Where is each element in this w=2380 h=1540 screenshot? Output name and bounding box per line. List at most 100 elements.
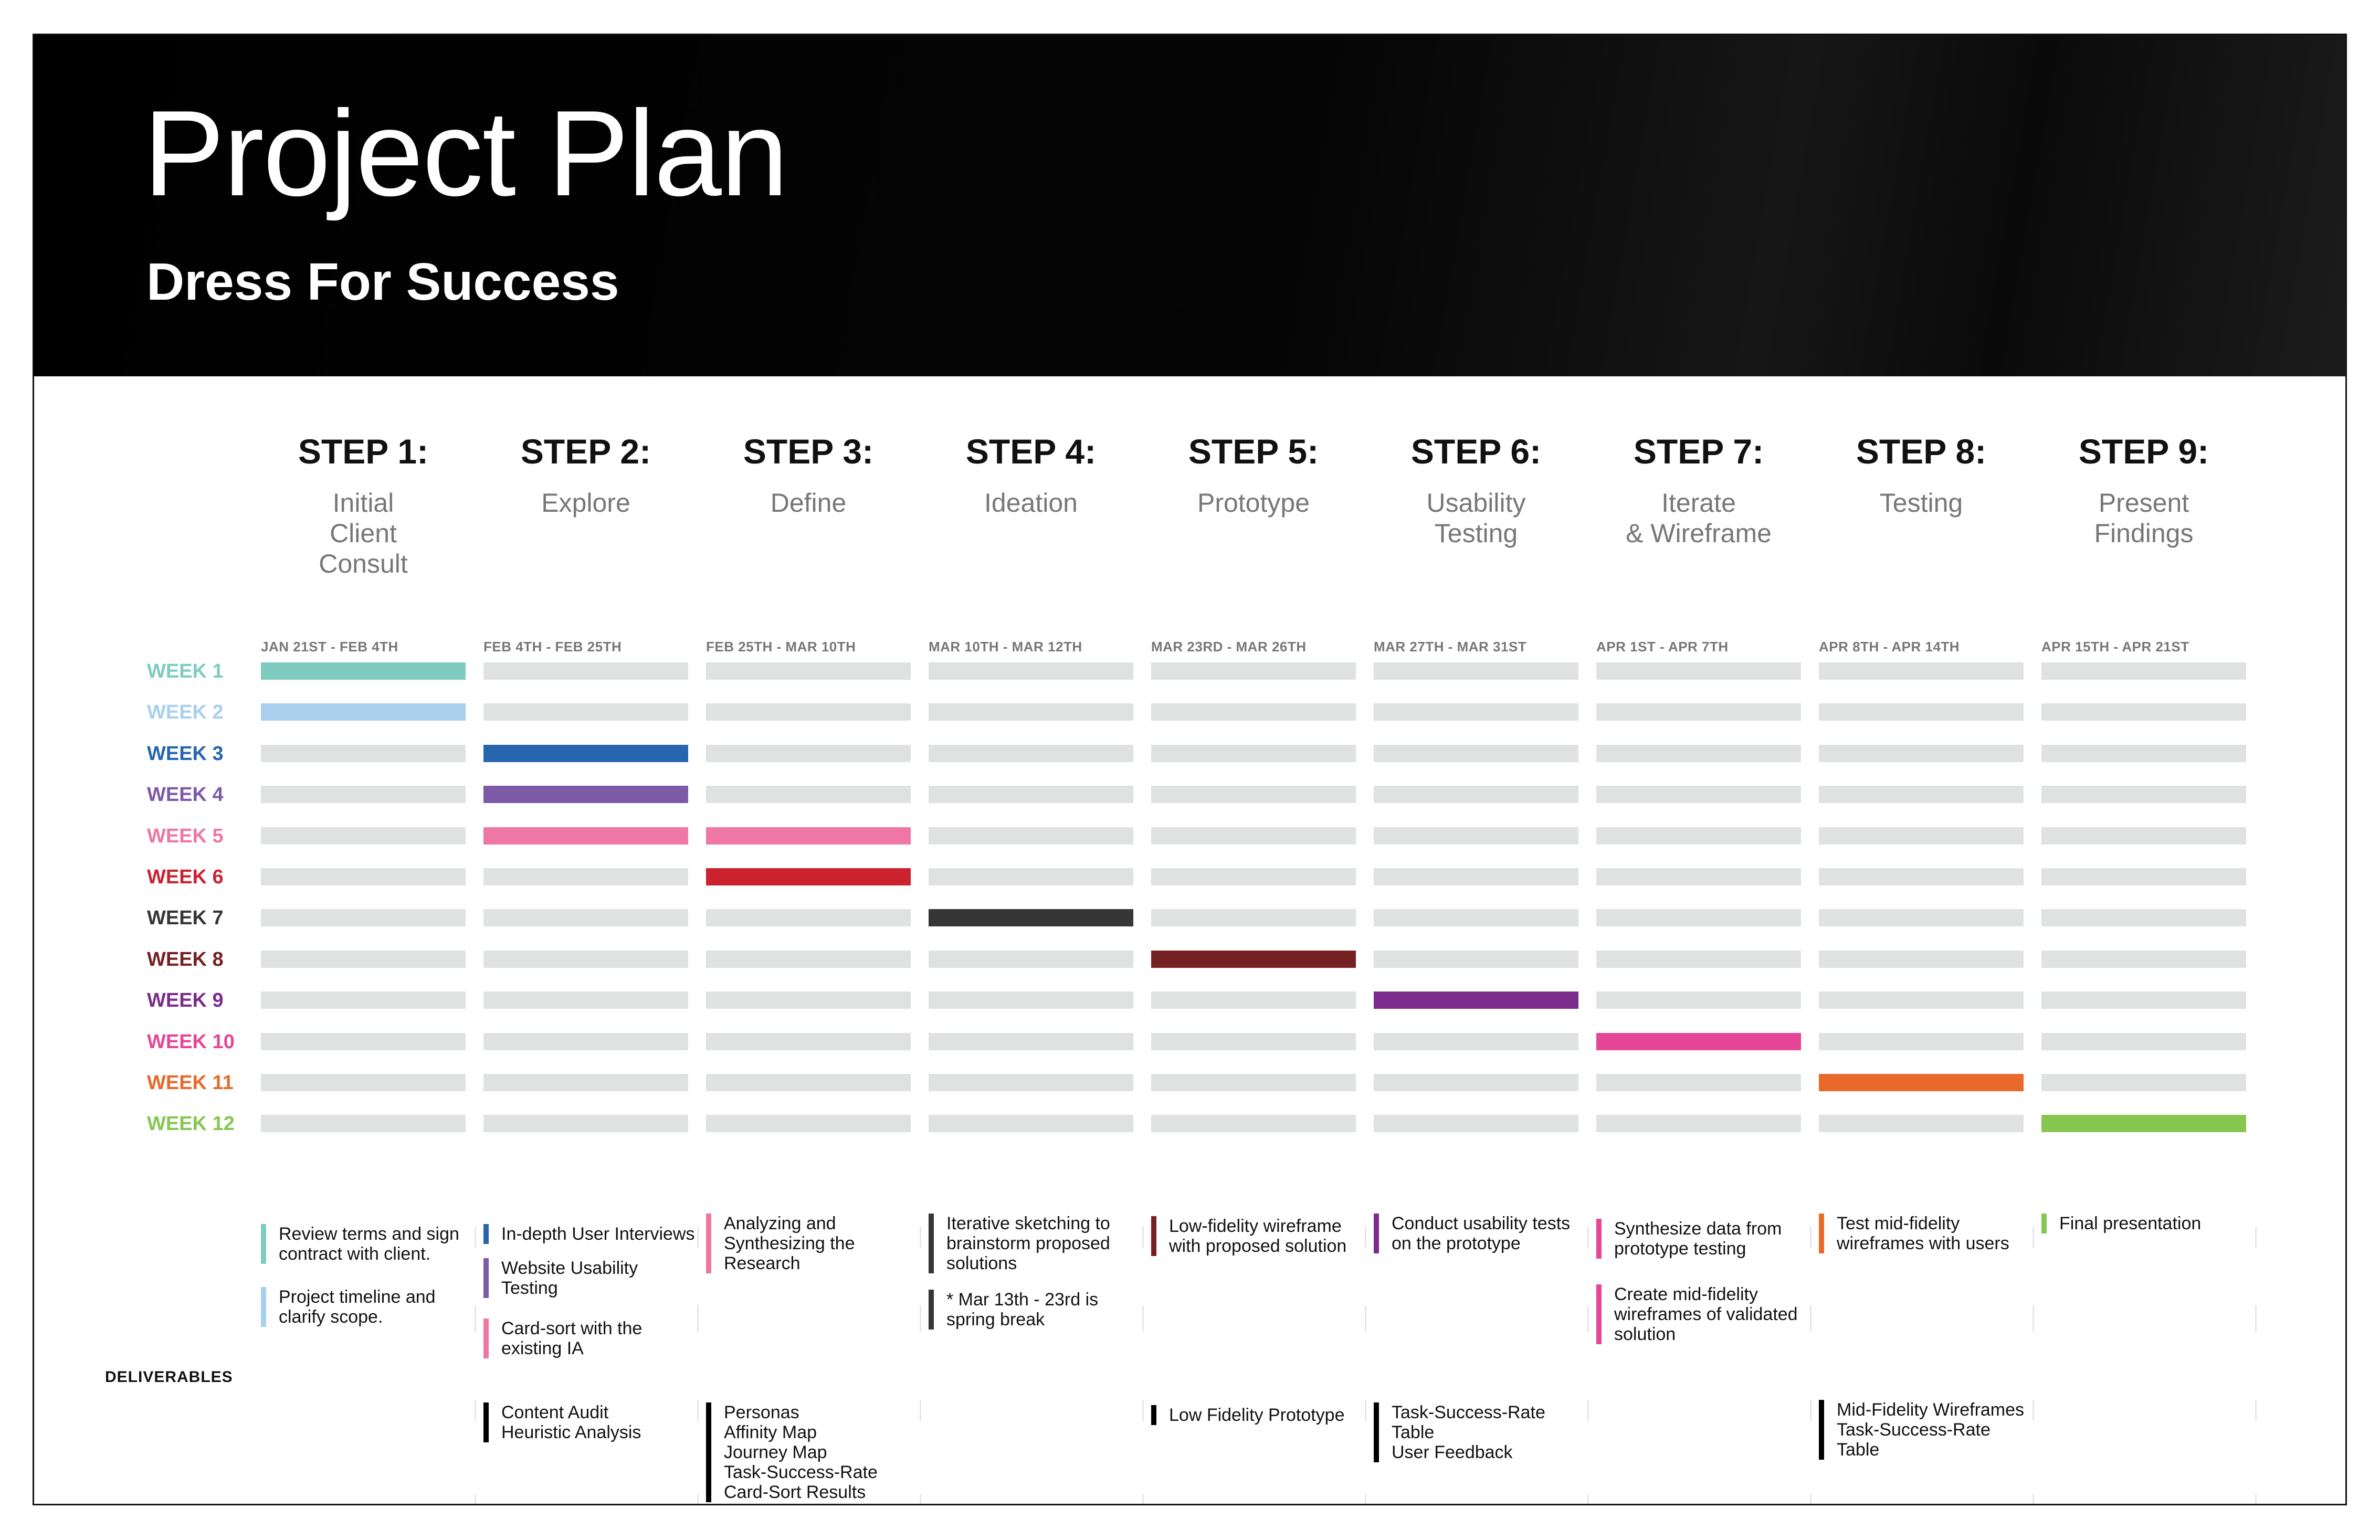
timeline-bar xyxy=(929,991,1133,1009)
timeline-bar-active xyxy=(706,868,911,885)
note-line: existing IA xyxy=(501,1338,584,1358)
column-divider xyxy=(475,1494,476,1504)
deliverables-label: DELIVERABLES xyxy=(105,1368,233,1386)
timeline-bar xyxy=(483,1074,688,1091)
column-divider xyxy=(1810,1305,1812,1332)
step-7-name: Iterate & Wireframe xyxy=(1594,488,1804,549)
timeline-bar xyxy=(261,991,466,1009)
note-line: Card-sort with the xyxy=(501,1319,643,1338)
timeline-bar xyxy=(1819,950,2024,968)
note-line: Final presentation xyxy=(2059,1214,2202,1233)
note-line: on the prototype xyxy=(1392,1233,1521,1253)
timeline-bar-active xyxy=(1374,991,1578,1009)
column-divider xyxy=(920,1227,921,1248)
timeline-bar xyxy=(929,703,1133,721)
timeline-bar xyxy=(1596,950,1801,968)
step-5-date-range: MAR 23RD - MAR 26TH xyxy=(1151,639,1307,655)
step-name-line: Present xyxy=(2098,488,2189,518)
step-4-date-range: MAR 10TH - MAR 12TH xyxy=(929,639,1082,655)
task-note: Project timeline and clarify scope. xyxy=(261,1287,471,1327)
week-6-label: WEEK 6 xyxy=(147,866,224,888)
timeline-bar xyxy=(1374,909,1578,927)
timeline-bar xyxy=(706,1074,911,1091)
timeline-bar-active xyxy=(483,827,688,845)
timeline-bar xyxy=(261,909,466,927)
timeline-bar xyxy=(1596,868,1801,885)
timeline-bar xyxy=(1374,786,1578,804)
timeline-bar xyxy=(1819,909,2024,927)
column-divider xyxy=(475,1400,476,1421)
timeline-bar xyxy=(1596,744,1801,762)
column-divider xyxy=(2255,1227,2257,1248)
step-9-date-range: APR 15TH - APR 21ST xyxy=(2041,639,2189,655)
week-9-label: WEEK 9 xyxy=(147,989,224,1012)
timeline-bar xyxy=(1374,1074,1578,1091)
note-line: Conduct usability tests xyxy=(1392,1214,1571,1233)
note-line: Project timeline and xyxy=(279,1287,436,1307)
task-note: Low-fidelity wireframe with proposed solu… xyxy=(1151,1216,1361,1256)
timeline-bar xyxy=(706,950,911,968)
timeline-bar xyxy=(483,950,688,968)
column-divider xyxy=(1810,1494,1812,1504)
note-line: Table xyxy=(1392,1422,1435,1442)
timeline-bar xyxy=(1596,1115,1801,1133)
note-line: Low Fidelity Prototype xyxy=(1169,1405,1345,1425)
note-line: Synthesizing the xyxy=(724,1233,855,1253)
timeline-bar xyxy=(1151,744,1356,762)
step-3-date-range: FEB 25TH - MAR 10TH xyxy=(706,639,856,655)
timeline-bar xyxy=(261,744,466,762)
note-line: Analyzing and xyxy=(724,1214,836,1233)
column-divider xyxy=(697,1400,699,1421)
step-name-line: Testing xyxy=(1434,519,1518,548)
note-line: Create mid-fidelity xyxy=(1614,1284,1758,1304)
column-divider xyxy=(1365,1305,1366,1332)
timeline-bar xyxy=(1819,868,2024,885)
column-divider xyxy=(2033,1227,2034,1248)
timeline-bar xyxy=(706,703,911,721)
timeline-bar xyxy=(2041,868,2246,885)
timeline-bar xyxy=(929,744,1133,762)
note-line: wireframes of validated xyxy=(1614,1304,1798,1324)
week-10-label: WEEK 10 xyxy=(147,1030,235,1053)
step-9-name: Present Findings xyxy=(2039,488,2249,549)
timeline-bar-active xyxy=(261,662,466,680)
note-line: prototype testing xyxy=(1614,1239,1746,1259)
task-note: Analyzing and Synthesizing the Research xyxy=(706,1214,916,1273)
deliverable-note: Mid-Fidelity Wireframes Task-Success-Rate… xyxy=(1819,1400,2029,1460)
note-line: brainstorm proposed xyxy=(946,1233,1110,1253)
step-7-label: STEP 7: xyxy=(1633,432,1764,471)
step-3-name: Define xyxy=(703,488,913,518)
note-line: User Feedback xyxy=(1392,1442,1513,1462)
column-divider xyxy=(475,1227,476,1248)
step-1-name: Initial Client Consult xyxy=(258,488,468,579)
header-banner: Project Plan Dress For Success xyxy=(34,35,2345,376)
timeline-bar xyxy=(1151,909,1356,927)
timeline-bar xyxy=(1596,703,1801,721)
timeline-bar xyxy=(1819,991,2024,1009)
note-line: Website Usability xyxy=(501,1258,638,1278)
timeline-bar xyxy=(261,950,466,968)
timeline-bar xyxy=(929,1115,1133,1133)
column-divider xyxy=(1365,1227,1366,1248)
timeline-bar xyxy=(1374,950,1578,968)
column-divider xyxy=(1587,1494,1589,1504)
column-divider xyxy=(1587,1227,1589,1248)
timeline-bar xyxy=(1151,1115,1356,1133)
timeline-bar xyxy=(2041,703,2246,721)
timeline-bar xyxy=(706,1115,911,1133)
step-5-name: Prototype xyxy=(1149,488,1359,518)
step-6-name: Usability Testing xyxy=(1371,488,1581,549)
timeline-bar xyxy=(261,1032,466,1050)
timeline-bar xyxy=(1151,868,1356,885)
task-note: Card-sort with the existing IA xyxy=(483,1319,693,1358)
timeline-bar xyxy=(1374,703,1578,721)
note-line: Content Audit xyxy=(501,1402,609,1422)
column-divider xyxy=(1365,1494,1366,1504)
note-line: Low-fidelity wireframe xyxy=(1169,1216,1342,1236)
note-line: Review terms and sign xyxy=(279,1224,459,1244)
column-divider xyxy=(1142,1227,1144,1248)
timeline-bar xyxy=(929,1074,1133,1091)
timeline-bar xyxy=(706,991,911,1009)
timeline-bar xyxy=(706,909,911,927)
week-2-label: WEEK 2 xyxy=(147,701,224,724)
